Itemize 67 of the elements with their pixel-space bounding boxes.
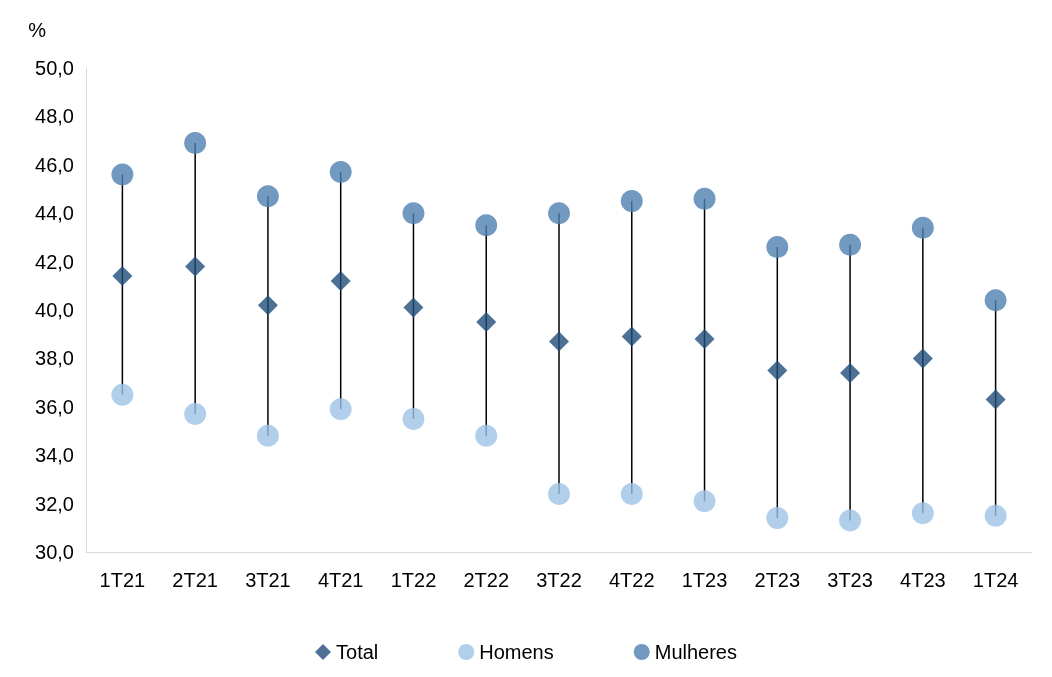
y-tick-label: 40,0: [35, 299, 74, 321]
x-tick-label: 4T23: [900, 569, 946, 591]
point: [329, 398, 352, 421]
point: [330, 270, 351, 291]
y-tick-label: 34,0: [35, 444, 74, 467]
y-tick-label: 48,0: [35, 105, 74, 128]
x-tick-label: 1T24: [972, 569, 1019, 591]
point: [256, 185, 279, 208]
point: [766, 236, 789, 259]
x-tick-label: 4T22: [608, 569, 655, 591]
point: [766, 507, 789, 530]
point: [984, 289, 1007, 312]
point: [403, 297, 424, 318]
point: [840, 362, 861, 383]
legend-label: Homens: [479, 641, 554, 663]
y-tick-label: 32,0: [35, 492, 74, 515]
point: [111, 163, 134, 186]
point: [549, 331, 569, 352]
y-tick-label: 38,0: [35, 347, 74, 370]
point: [184, 403, 207, 426]
point: [984, 504, 1007, 527]
y-tick-label: 46,0: [35, 153, 74, 176]
point: [911, 216, 934, 239]
point: [185, 256, 206, 277]
x-tick-label: 2T22: [463, 569, 510, 591]
point: [476, 312, 497, 333]
point: [912, 348, 933, 369]
point: [621, 326, 642, 347]
y-axis-title: %: [28, 19, 47, 41]
x-tick-label: 1T22: [390, 569, 437, 591]
point: [402, 407, 425, 430]
point: [402, 202, 425, 225]
point: [112, 266, 133, 287]
point: [620, 190, 643, 213]
point: [693, 187, 716, 210]
point: [985, 389, 1006, 410]
point: [329, 161, 352, 184]
point: [111, 383, 134, 406]
x-tick-label: 1T21: [99, 569, 146, 591]
point: [620, 482, 643, 505]
legend-label: Total: [336, 641, 379, 663]
point: [475, 424, 498, 447]
legend-label: Mulheres: [654, 641, 737, 663]
point: [767, 360, 788, 381]
x-tick-label: 1T23: [681, 569, 728, 591]
y-tick-label: 42,0: [35, 250, 74, 273]
point: [839, 509, 862, 532]
point: [548, 482, 570, 505]
y-tick-label: 30,0: [35, 541, 74, 563]
x-tick-label: 2T23: [754, 569, 801, 591]
point: [693, 490, 716, 513]
x-tick-label: 4T21: [317, 569, 364, 591]
point: [911, 502, 934, 525]
point: [839, 233, 862, 256]
x-tick-label: 3T21: [245, 569, 291, 591]
y-tick-label: 50,0: [35, 57, 74, 79]
x-tick-label: 3T23: [827, 569, 873, 591]
point: [184, 132, 207, 155]
x-tick-label: 2T21: [172, 569, 218, 591]
y-tick-label: 44,0: [35, 202, 74, 225]
x-tick-label: 3T22: [536, 569, 582, 591]
point: [548, 202, 570, 225]
y-tick-label: 36,0: [35, 395, 74, 418]
point: [475, 214, 498, 237]
point: [257, 295, 278, 316]
point: [256, 424, 279, 447]
point: [694, 329, 715, 350]
